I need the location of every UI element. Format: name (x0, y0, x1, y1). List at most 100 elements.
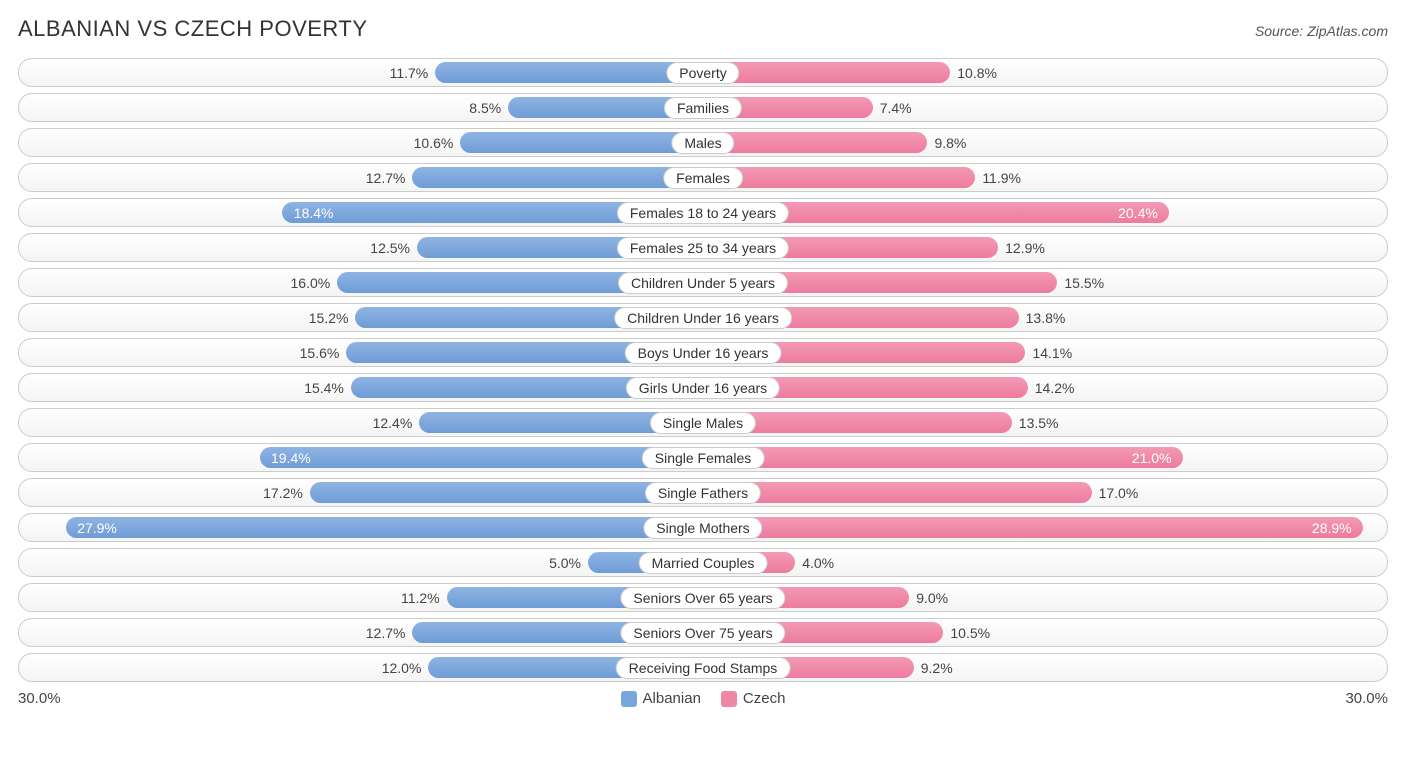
row-right-half: 20.4% (703, 199, 1387, 226)
pct-right: 9.2% (921, 660, 953, 676)
pct-right: 9.0% (916, 590, 948, 606)
chart-header: ALBANIAN VS CZECH POVERTY Source: ZipAtl… (18, 16, 1388, 42)
pct-left: 5.0% (549, 555, 581, 571)
chart-row: 12.5% 12.9% Females 25 to 34 years (18, 233, 1388, 262)
pct-right: 12.9% (1005, 240, 1045, 256)
bar-left (260, 447, 702, 468)
bar-right (704, 167, 975, 188)
pct-left: 15.6% (300, 345, 340, 361)
row-left-half: 19.4% (19, 444, 703, 471)
chart-row: 18.4%20.4%Females 18 to 24 years (18, 198, 1388, 227)
row-right-half: 10.8% (703, 59, 1387, 86)
pct-right: 4.0% (802, 555, 834, 571)
chart-title: ALBANIAN VS CZECH POVERTY (18, 16, 368, 42)
chart-row: 15.4% 14.2%Girls Under 16 years (18, 373, 1388, 402)
row-right-half: 28.9% (703, 514, 1387, 541)
chart-row: 16.0% 15.5%Children Under 5 years (18, 268, 1388, 297)
legend: Albanian Czech (621, 690, 786, 707)
chart-row: 15.6%14.1%Boys Under 16 years (18, 338, 1388, 367)
chart-row: 11.7%10.8%Poverty (18, 58, 1388, 87)
row-right-half: 9.0% (703, 584, 1387, 611)
pct-right: 17.0% (1099, 485, 1139, 501)
chart-row: 17.2%17.0%Single Fathers (18, 478, 1388, 507)
row-left-half: 12.4% (19, 409, 703, 436)
row-left-half: 15.6% (19, 339, 703, 366)
row-right-half: 4.0% (703, 549, 1387, 576)
bar-right (704, 517, 1363, 538)
bar-right (704, 62, 950, 83)
pct-left: 19.4% (271, 450, 311, 466)
pct-left: 8.5% (469, 100, 501, 116)
chart-footer: 30.0% Albanian Czech 30.0% (18, 690, 1388, 707)
row-left-half: 12.7% (19, 619, 703, 646)
chart-row: 12.7% 11.9% Females (18, 163, 1388, 192)
pct-right: 10.5% (950, 625, 990, 641)
row-right-half: 13.8% (703, 304, 1387, 331)
row-right-half: 14.2% (703, 374, 1387, 401)
row-left-half: 27.9% (19, 514, 703, 541)
row-right-half: 15.5% (703, 269, 1387, 296)
chart-row: 12.0%9.2%Receiving Food Stamps (18, 653, 1388, 682)
chart-row: 5.0% 4.0% Married Couples (18, 548, 1388, 577)
pct-right: 13.8% (1026, 310, 1066, 326)
pct-right: 21.0% (1132, 450, 1172, 466)
pct-left: 11.2% (401, 590, 440, 606)
pct-right: 10.8% (957, 65, 997, 81)
row-left-half: 12.5% (19, 234, 703, 261)
category-label: Single Males (650, 412, 756, 434)
category-label: Married Couples (639, 552, 768, 574)
pct-left: 10.6% (414, 135, 454, 151)
bar-right (704, 132, 927, 153)
row-left-half: 12.0% (19, 654, 703, 681)
row-right-half: 11.9% (703, 164, 1387, 191)
pct-left: 27.9% (77, 520, 117, 536)
row-left-half: 18.4% (19, 199, 703, 226)
row-left-half: 15.2% (19, 304, 703, 331)
row-right-half: 12.9% (703, 234, 1387, 261)
row-left-half: 11.2% (19, 584, 703, 611)
chart-row: 11.2%9.0%Seniors Over 65 years (18, 583, 1388, 612)
pct-left: 16.0% (291, 275, 331, 291)
chart-row: 15.2% 13.8% Children Under 16 years (18, 303, 1388, 332)
pct-left: 15.4% (304, 380, 344, 396)
row-right-half: 7.4% (703, 94, 1387, 121)
pct-right: 13.5% (1019, 415, 1059, 431)
row-left-half: 17.2% (19, 479, 703, 506)
bar-right (704, 447, 1183, 468)
row-right-half: 9.2% (703, 654, 1387, 681)
category-label: Females 25 to 34 years (617, 237, 789, 259)
pct-left: 15.2% (309, 310, 349, 326)
chart-row: 10.6% 9.8%Males (18, 128, 1388, 157)
row-right-half: 9.8% (703, 129, 1387, 156)
chart-rows: 11.7%10.8%Poverty8.5%7.4%Families10.6%9.… (18, 58, 1388, 682)
bar-left (310, 482, 702, 503)
row-left-half: 11.7% (19, 59, 703, 86)
pct-left: 18.4% (294, 205, 334, 221)
chart-row: 19.4%21.0%Single Females (18, 443, 1388, 472)
pct-left: 12.0% (382, 660, 422, 676)
category-label: Children Under 5 years (618, 272, 788, 294)
category-label: Boys Under 16 years (625, 342, 782, 364)
row-left-half: 12.7% (19, 164, 703, 191)
category-label: Single Mothers (643, 517, 762, 539)
category-label: Children Under 16 years (614, 307, 792, 329)
pct-right: 7.4% (880, 100, 912, 116)
category-label: Families (664, 97, 742, 119)
bar-left (435, 62, 702, 83)
bar-left (460, 132, 702, 153)
bar-left (412, 167, 702, 188)
pct-left: 12.5% (370, 240, 410, 256)
category-label: Males (671, 132, 734, 154)
pct-right: 28.9% (1312, 520, 1352, 536)
category-label: Girls Under 16 years (626, 377, 780, 399)
row-left-half: 5.0% (19, 549, 703, 576)
pct-left: 12.4% (373, 415, 413, 431)
legend-item-czech: Czech (721, 690, 786, 707)
pct-right: 20.4% (1118, 205, 1158, 221)
row-left-half: 15.4% (19, 374, 703, 401)
chart-row: 27.9% 28.9% Single Mothers (18, 513, 1388, 542)
pct-left: 17.2% (263, 485, 303, 501)
pct-right: 11.9% (982, 170, 1021, 186)
row-left-half: 16.0% (19, 269, 703, 296)
category-label: Females (663, 167, 743, 189)
